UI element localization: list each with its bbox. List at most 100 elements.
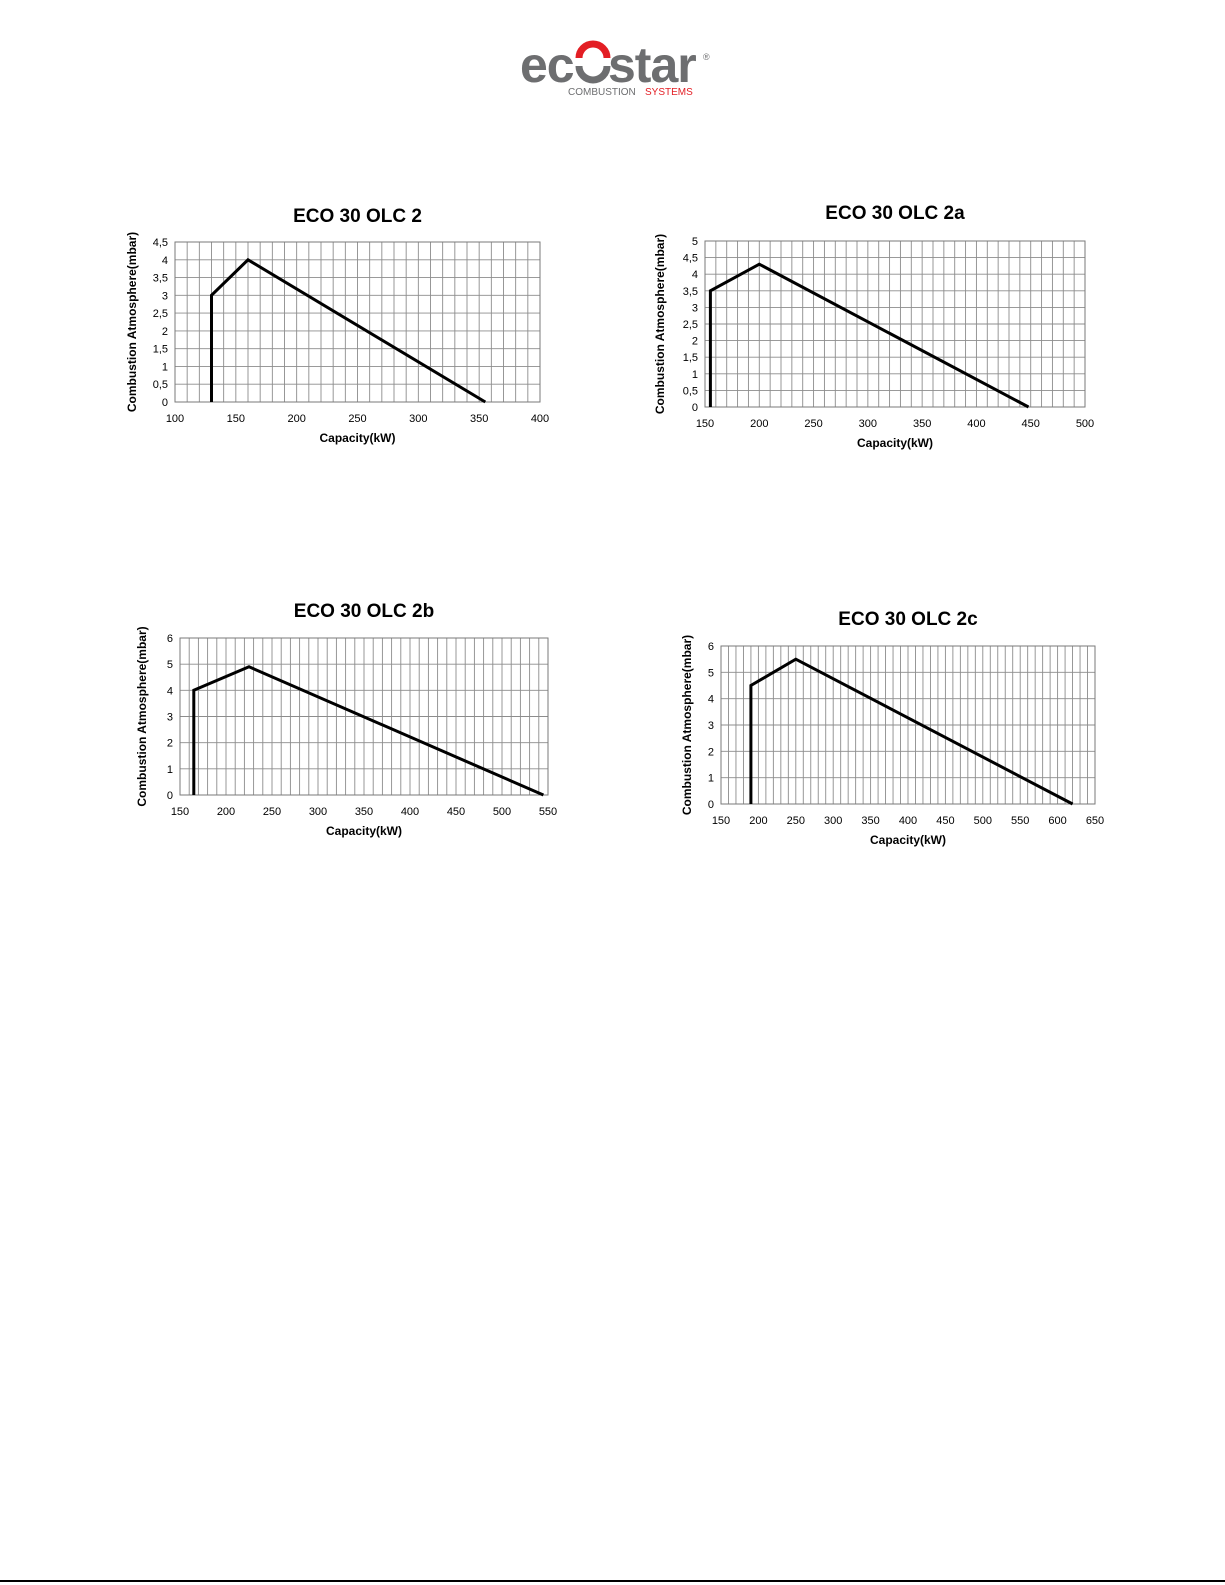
y-tick-label: 2 — [162, 326, 168, 338]
y-tick-label: 3 — [708, 720, 714, 732]
plot-frame — [720, 645, 1096, 805]
y-tick-label: 2,5 — [153, 308, 168, 320]
y-axis-label: Combustion Atmosphere(mbar) — [680, 635, 694, 815]
bottom-rule — [0, 1580, 1225, 1582]
x-tick-label: 350 — [355, 806, 373, 818]
y-tick-label: 0 — [167, 790, 173, 802]
ecostar-logo: ec star ® COMBUSTION SYSTEMS — [520, 37, 710, 98]
chart-title: ECO 30 OLC 2 — [293, 206, 422, 227]
y-tick-label: 4 — [167, 685, 173, 697]
y-tick-label: 2 — [708, 746, 714, 758]
series-line — [210, 257, 487, 404]
x-tick-label: 300 — [859, 418, 877, 430]
x-tick-label: 350 — [470, 413, 488, 425]
x-tick-label: 150 — [696, 418, 714, 430]
y-tick-label: 1 — [167, 764, 173, 776]
y-tick-label: 1,5 — [153, 344, 168, 356]
chart-eco30-olc2c: ECO 30 OLC 2c 0 1 2 3 4 5 6 150 200 250 300 350 400 45… — [680, 609, 1104, 847]
series-line — [192, 665, 544, 797]
x-axis-label: Capacity(kW) — [870, 833, 946, 847]
x-tick-label: 300 — [824, 815, 842, 827]
plot-frame — [704, 240, 1086, 408]
x-tick-label: 550 — [1011, 815, 1029, 827]
chart-title: ECO 30 OLC 2a — [825, 203, 965, 224]
y-axis-label: Combustion Atmosphere(mbar) — [653, 234, 667, 414]
chart-eco30-olc2b: ECO 30 OLC 2b 0 1 2 3 4 5 6 150 200 250 300 350 400 45… — [135, 601, 557, 838]
chart-title: ECO 30 OLC 2c — [838, 609, 978, 630]
x-tick-label: 250 — [787, 815, 805, 827]
x-tick-label: 450 — [1022, 418, 1040, 430]
x-tick-label: 450 — [936, 815, 954, 827]
y-tick-label: 4,5 — [153, 237, 168, 249]
y-tick-label: 1 — [162, 361, 168, 373]
vertical-gridlines — [174, 242, 541, 402]
x-tick-label: 250 — [804, 418, 822, 430]
x-tick-label: 250 — [348, 413, 366, 425]
x-axis-label: Capacity(kW) — [857, 436, 933, 450]
y-tick-label: 0 — [162, 397, 168, 409]
chart-eco30-olc2: ECO 30 OLC 2 0 0,5 1 1,5 2 2,5 3 3,5 4 4,5 100 150 20… — [125, 206, 549, 445]
x-tick-label: 500 — [493, 806, 511, 818]
y-tick-label: 5 — [692, 236, 698, 248]
x-tick-label: 550 — [539, 806, 557, 818]
x-tick-label: 300 — [309, 806, 327, 818]
x-tick-label: 450 — [447, 806, 465, 818]
x-tick-label: 650 — [1086, 815, 1104, 827]
plot-frame — [179, 637, 549, 796]
y-tick-label: 0,5 — [683, 385, 698, 397]
y-axis-label: Combustion Atmosphere(mbar) — [125, 232, 139, 412]
y-tick-label: 6 — [167, 633, 173, 645]
x-tick-label: 400 — [899, 815, 917, 827]
x-tick-label: 400 — [401, 806, 419, 818]
y-tick-label: 3 — [692, 302, 698, 314]
series-line — [749, 657, 1074, 806]
x-tick-label: 400 — [531, 413, 549, 425]
y-tick-label: 1,5 — [683, 352, 698, 364]
y-tick-label: 4,5 — [683, 253, 698, 265]
y-tick-label: 4 — [162, 255, 168, 267]
x-tick-label: 200 — [217, 806, 235, 818]
x-tick-label: 600 — [1048, 815, 1066, 827]
y-tick-label: 2 — [692, 336, 698, 348]
x-tick-label: 350 — [913, 418, 931, 430]
y-tick-label: 2 — [167, 738, 173, 750]
y-tick-label: 2,5 — [683, 319, 698, 331]
x-tick-label: 500 — [1076, 418, 1094, 430]
y-tick-label: 1 — [692, 369, 698, 381]
plot-frame — [174, 241, 541, 403]
y-tick-label: 0,5 — [153, 379, 168, 391]
logo-registered: ® — [703, 52, 710, 62]
x-tick-label: 300 — [409, 413, 427, 425]
x-tick-label: 100 — [166, 413, 184, 425]
y-tick-label: 0 — [692, 402, 698, 414]
y-tick-label: 3,5 — [683, 286, 698, 298]
x-tick-label: 150 — [227, 413, 245, 425]
y-axis-label: Combustion Atmosphere(mbar) — [135, 626, 149, 806]
x-tick-label: 200 — [750, 418, 768, 430]
x-axis-label: Capacity(kW) — [326, 824, 402, 838]
x-axis-label: Capacity(kW) — [319, 431, 395, 445]
y-tick-label: 4 — [708, 694, 714, 706]
y-tick-label: 3,5 — [153, 273, 168, 285]
x-tick-label: 150 — [171, 806, 189, 818]
x-tick-label: 200 — [749, 815, 767, 827]
chart-eco30-olc2a: ECO 30 OLC 2a 0 0,5 1 1,5 2 2,5 3 3,5 4 4,5 5 150 200… — [653, 203, 1094, 450]
y-tick-label: 5 — [167, 659, 173, 671]
y-tick-label: 3 — [162, 290, 168, 302]
series-line — [708, 262, 1030, 409]
chart-title: ECO 30 OLC 2b — [294, 601, 434, 622]
logo-word-right: star — [608, 37, 696, 93]
x-tick-label: 200 — [287, 413, 305, 425]
y-tick-label: 5 — [708, 667, 714, 679]
x-tick-label: 400 — [967, 418, 985, 430]
x-tick-label: 350 — [861, 815, 879, 827]
y-tick-label: 1 — [708, 773, 714, 785]
x-tick-label: 250 — [263, 806, 281, 818]
x-tick-label: 150 — [712, 815, 730, 827]
x-tick-label: 500 — [974, 815, 992, 827]
logo-o-icon — [575, 40, 611, 84]
logo-word-left: ec — [520, 37, 574, 93]
y-tick-label: 3 — [167, 712, 173, 724]
y-tick-label: 0 — [708, 799, 714, 811]
y-tick-label: 6 — [708, 641, 714, 653]
